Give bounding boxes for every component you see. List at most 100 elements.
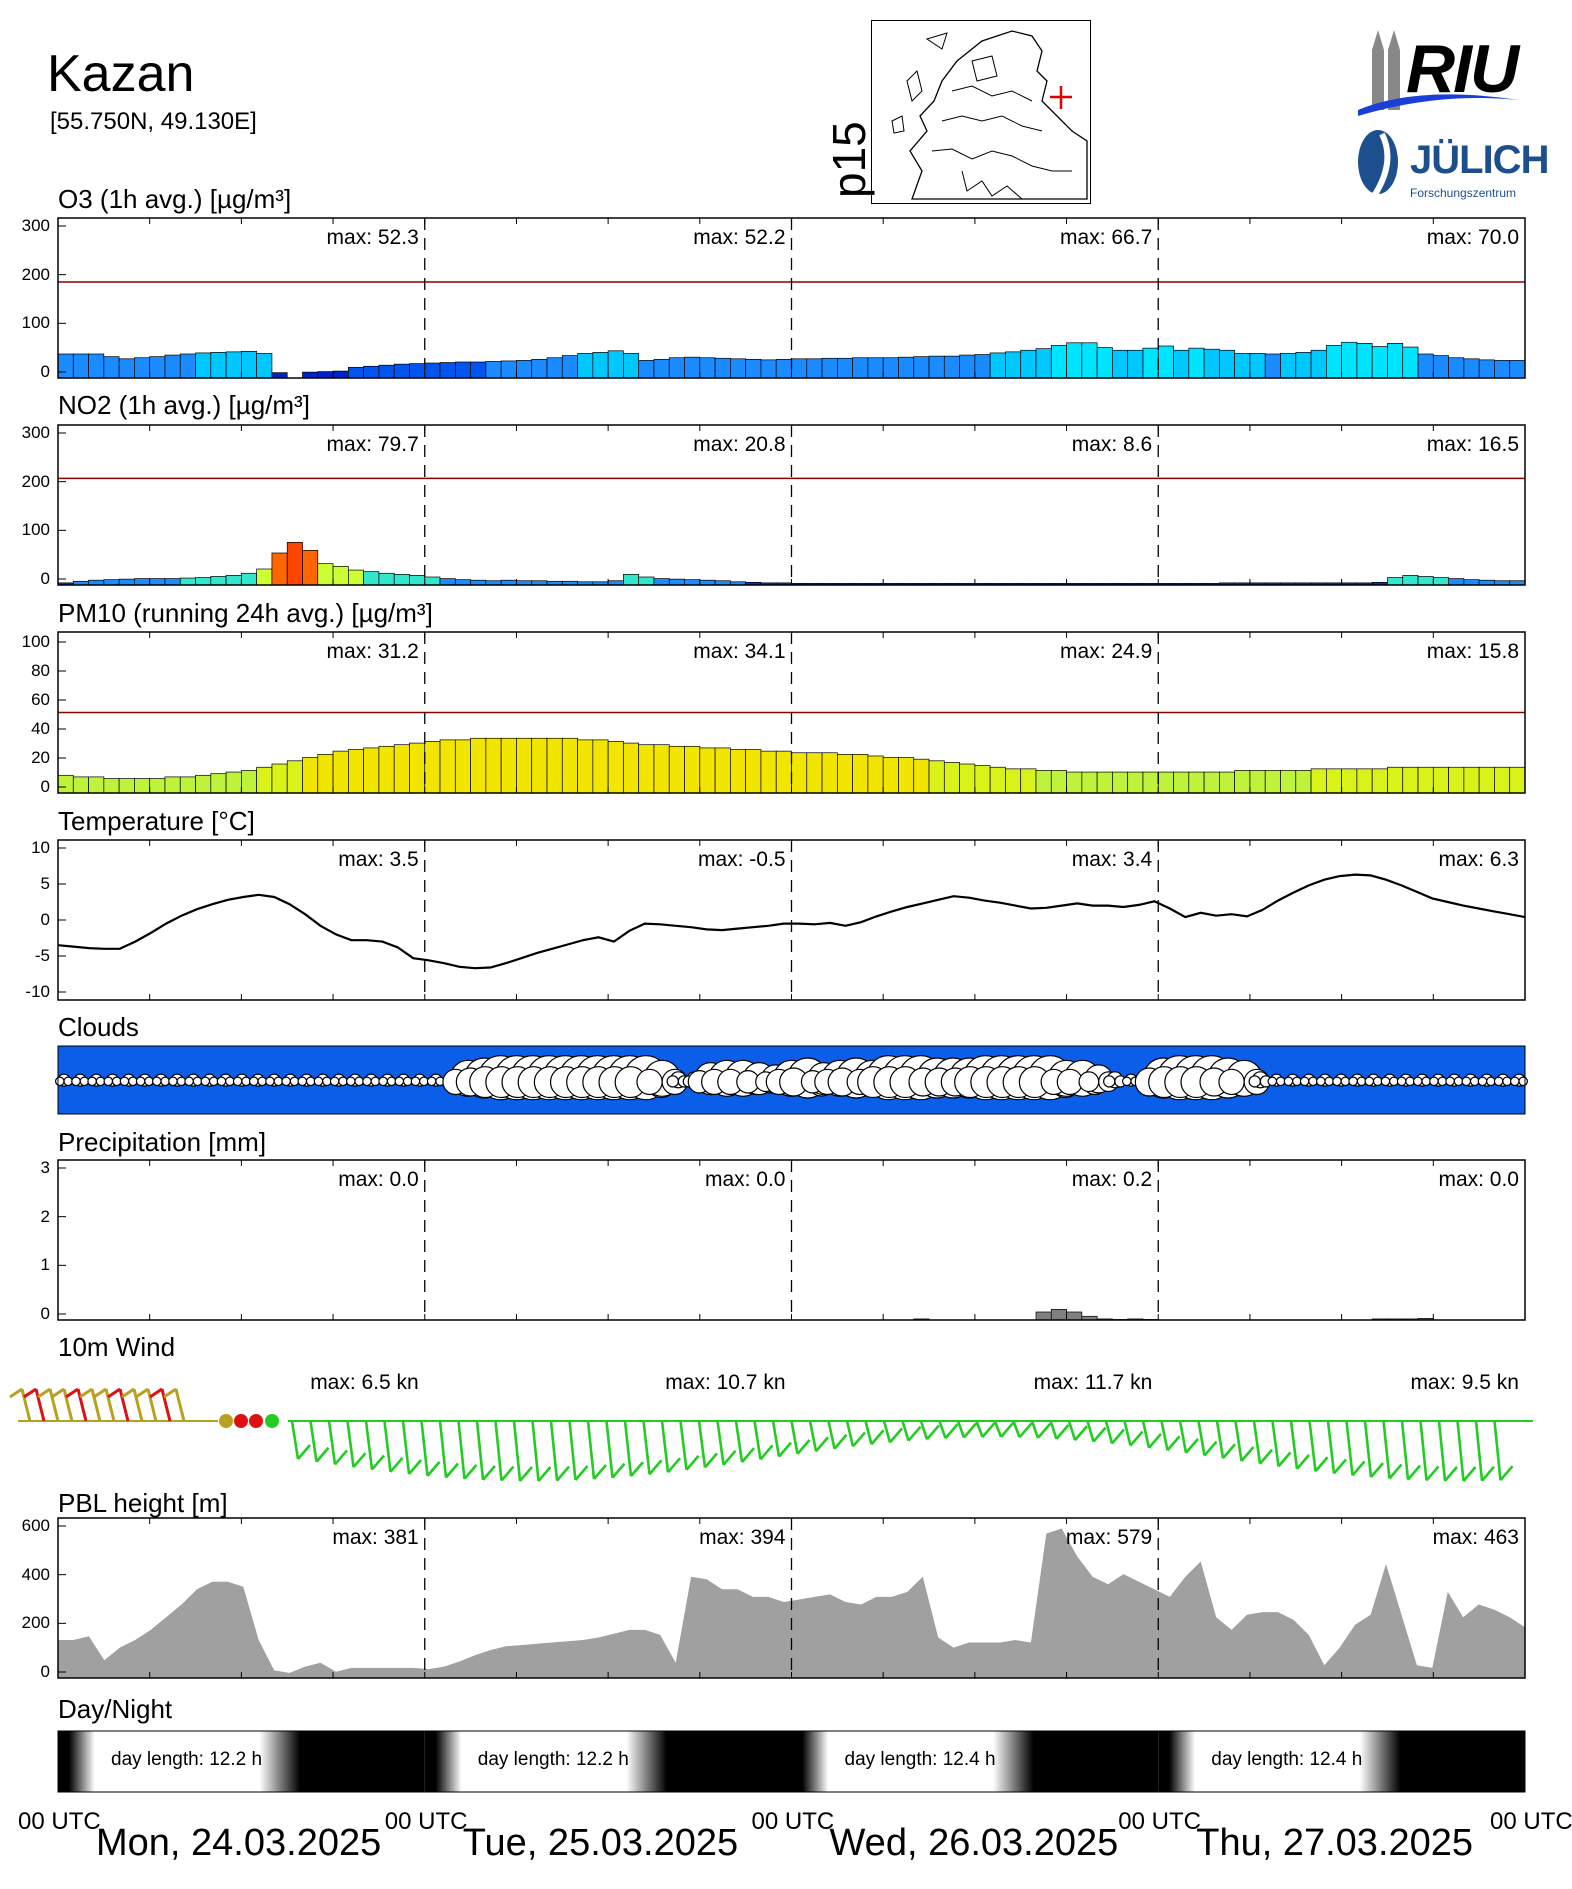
no2-bar — [332, 565, 349, 586]
pm10-bar — [1142, 771, 1159, 794]
pm10-bar — [195, 774, 212, 794]
wind-barb — [704, 1452, 718, 1469]
precip-ytick-label: 1 — [40, 1255, 50, 1275]
wind-barb — [65, 1387, 79, 1399]
o3-bar — [57, 353, 74, 379]
wind-barb — [160, 1388, 172, 1422]
wind-barb — [1382, 1420, 1391, 1479]
wind-barb — [1018, 1422, 1033, 1439]
wind-barb — [34, 1388, 46, 1422]
pm10-bar — [1035, 770, 1052, 794]
no2-bar — [1387, 577, 1404, 586]
daynight-frame — [57, 1730, 1526, 1793]
no2-bar — [653, 578, 670, 586]
wind-barb — [1129, 1430, 1144, 1447]
no2-ytick-label: 300 — [21, 423, 50, 442]
wind-barb — [1148, 1432, 1162, 1449]
wind-barb — [1215, 1420, 1225, 1459]
wind-barb — [734, 1420, 744, 1463]
wind-barb — [1370, 1462, 1384, 1478]
no2-bar — [638, 576, 655, 586]
pm10-bar — [241, 770, 258, 794]
pm10-bar — [1448, 766, 1465, 794]
wind-barb — [327, 1420, 337, 1465]
wind-barb — [457, 1420, 466, 1479]
no2-bar — [347, 569, 364, 586]
station-name: Kazan — [47, 45, 195, 103]
o3-bar — [1127, 349, 1144, 379]
wind-barb — [697, 1420, 707, 1468]
wind-barb — [309, 1420, 318, 1462]
cloud-icon — [152, 1073, 170, 1087]
o3-bar — [943, 355, 960, 379]
o3-bar — [516, 360, 533, 379]
wind-barb — [1160, 1420, 1169, 1451]
no2-bar — [271, 552, 288, 586]
wind-barb — [648, 1459, 663, 1476]
wind-barb — [1222, 1443, 1236, 1460]
wind-barb — [1178, 1420, 1188, 1454]
wind-barb — [882, 1420, 892, 1443]
wind-barb — [1407, 1464, 1421, 1481]
wind-title: 10m Wind — [58, 1332, 176, 1362]
wind-barb — [51, 1387, 65, 1399]
o3-bar — [302, 371, 319, 379]
date-label: Thu, 27.03.2025 — [1196, 1822, 1474, 1864]
cloud-icon — [87, 1073, 106, 1087]
o3-bar — [867, 357, 884, 379]
pm10-ytick-label: 40 — [31, 719, 50, 738]
wind-barb — [1296, 1454, 1310, 1470]
no2-bar — [393, 573, 410, 586]
o3-ytick-label: 300 — [21, 216, 50, 235]
o3-bar — [332, 370, 349, 379]
wind-barb — [62, 1388, 74, 1422]
wind-barb — [1141, 1420, 1151, 1449]
no2-bar — [134, 578, 151, 586]
o3-bar — [88, 353, 105, 379]
pm10-bar — [179, 776, 196, 794]
wind-barb — [981, 1422, 996, 1438]
wind-barb — [1104, 1420, 1114, 1444]
wind-barb — [37, 1387, 51, 1399]
wind-barb — [864, 1420, 873, 1445]
precip-ytick-label: 2 — [40, 1206, 50, 1226]
pm10-bar — [531, 737, 548, 794]
cloud-icon — [1429, 1073, 1448, 1087]
o3-bar — [592, 352, 609, 379]
daynight-band — [1158, 1731, 1525, 1792]
cloud-icon — [216, 1073, 235, 1087]
wind-barb — [1333, 1458, 1347, 1475]
pm10-max-label: max: 24.9 — [1060, 640, 1153, 663]
pbl-max-label: max: 579 — [1065, 1526, 1153, 1549]
o3-bar — [409, 363, 426, 379]
o3-bar — [1112, 349, 1129, 379]
o3-bar — [668, 357, 685, 379]
o3-ytick-label: 100 — [21, 313, 50, 333]
wind-barb — [716, 1420, 725, 1465]
wind-barb — [107, 1387, 121, 1399]
pm10-max-label: max: 34.1 — [693, 640, 786, 663]
temp-max-label: max: 3.4 — [1071, 848, 1153, 871]
o3-bar — [134, 357, 151, 379]
clouds-frame — [57, 1045, 1526, 1115]
o3-bar — [1417, 353, 1434, 379]
pm10-bar — [1249, 770, 1266, 794]
o3-bar — [1173, 349, 1190, 379]
o3-bar — [103, 356, 120, 379]
wind-barb — [132, 1388, 144, 1422]
o3-bar — [1432, 355, 1449, 379]
pm10-bar — [88, 776, 105, 794]
pm10-bar — [760, 750, 777, 794]
pm10-bar — [882, 757, 899, 794]
no2-bar — [103, 579, 120, 586]
o3-bar — [730, 358, 747, 379]
o3-bar — [806, 358, 823, 379]
wind-barb — [1474, 1420, 1484, 1481]
pm10-bar — [271, 763, 288, 794]
wind-barb — [1388, 1463, 1403, 1480]
no2-bar — [409, 575, 426, 586]
temp-ytick-label: -10 — [25, 982, 50, 1001]
pm10-bar — [1157, 771, 1174, 794]
wind-barb — [642, 1420, 651, 1475]
pm10-bar — [974, 765, 991, 794]
